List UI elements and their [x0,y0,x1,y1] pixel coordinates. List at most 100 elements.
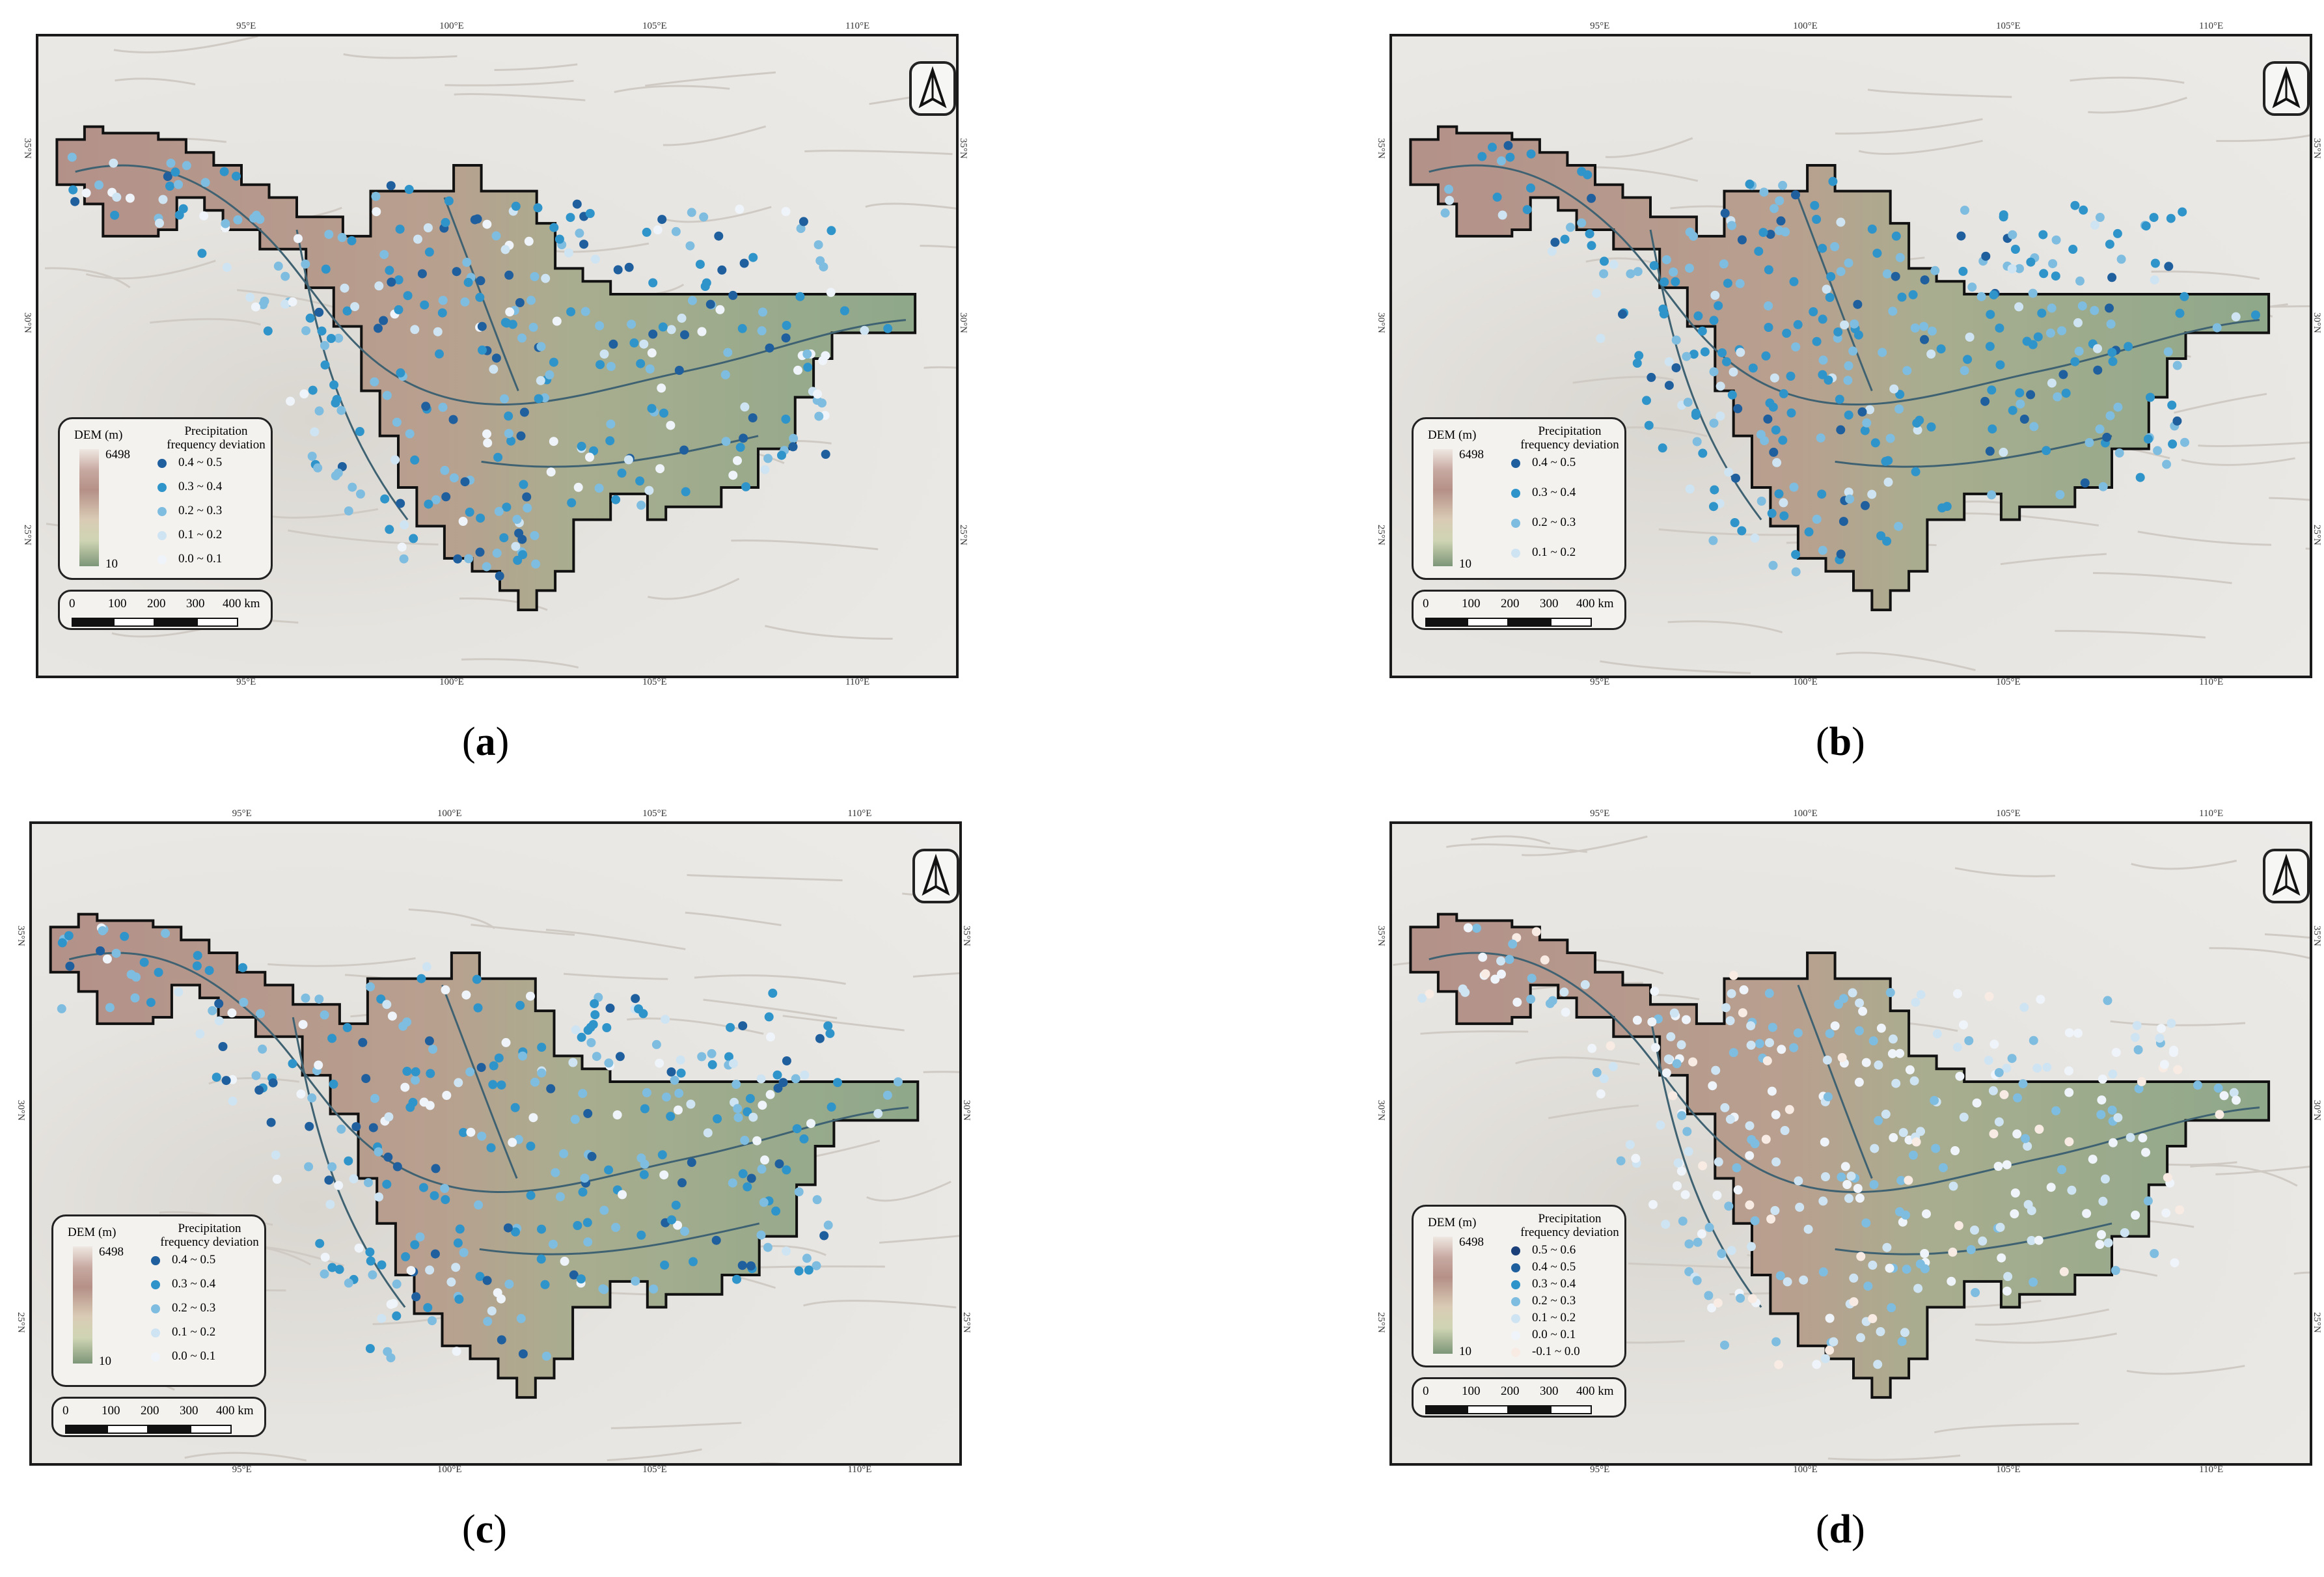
station-dot [320,1010,329,1020]
station-dot [2168,1048,2178,1057]
station-dot [1830,242,1840,251]
station-dot [707,1049,717,1058]
scale-label: 200 [147,597,166,610]
terrain-texture [648,577,740,600]
station-dot [743,1107,752,1117]
station-dot [389,1298,398,1308]
station-dot [1664,381,1674,391]
station-dot [482,429,491,439]
station-dot [2010,1209,2019,1218]
station-dot [1967,282,1977,292]
station-dot [477,322,487,331]
station-dot [1733,404,1743,413]
station-dot [526,1190,536,1200]
terrain-texture [267,957,416,967]
station-dot [2175,1205,2185,1214]
station-dot [1727,989,1736,998]
station-dot [1809,307,1818,316]
station-dot [1725,1114,1735,1124]
station-dot [1547,247,1557,256]
station-dot [2068,245,2078,254]
station-dot [307,1093,317,1103]
station-dot [635,476,645,486]
terrain-texture [2137,530,2272,546]
station-dot [305,1121,314,1131]
station-dot [777,450,786,460]
station-dot [1625,1140,1635,1149]
station-dot [1850,319,1859,329]
station-dot [335,1265,344,1274]
station-dot [102,954,112,964]
station-dot [1508,939,1518,949]
station-dot [1684,1239,1694,1249]
station-dot [2141,1147,2150,1157]
scale-label: 300 [1540,597,1559,610]
station-dot [2029,1035,2038,1045]
station-dot [449,473,459,483]
legend-swatch [1511,1330,1520,1340]
station-dot [757,326,767,336]
station-dot [1488,143,1497,152]
station-dot [1922,1209,1931,1219]
station-dot [1840,320,1850,330]
station-dot [873,1108,883,1118]
station-dot [1791,550,1801,559]
basin-boundary [1409,125,2271,612]
station-dot [2098,1196,2108,1206]
station-dot [689,1257,698,1267]
station-dot [1596,1089,1606,1099]
station-dot [454,1078,463,1088]
station-dot [475,547,485,557]
station-dot [1445,195,1455,205]
station-dot [1849,1297,1859,1307]
lon-tick-label: 110°E [2199,808,2224,819]
station-dot [403,291,413,301]
station-dot [1876,1327,1885,1336]
station-dot [1626,269,1635,279]
station-dot [1950,1146,1960,1155]
dem-legend-title: DEM (m) [68,1226,116,1239]
terrain-texture [1572,376,1674,384]
station-dot [438,402,448,412]
station-dot [640,1159,649,1169]
station-dot [737,1261,747,1270]
station-dot [1632,1015,1642,1025]
terrain-texture [1835,118,1983,135]
terrain-texture [694,974,846,985]
station-dot [1647,372,1656,382]
legend-item-label: 0.1 ~ 0.2 [1532,545,1576,559]
station-dot [594,484,604,493]
station-dot [782,321,791,330]
station-dot [1737,526,1747,536]
station-dot [1771,1157,1781,1167]
station-dot [2132,1021,2142,1030]
scale-label: 400 km [223,597,260,610]
station-dot [1900,1328,1909,1337]
terrain-texture [804,150,953,156]
station-dot [233,215,243,225]
scale-label: 400 km [216,1404,254,1418]
terrain-texture [2216,134,2310,143]
station-dot [1526,183,1535,193]
legend-item-label: 0.0 ~ 0.1 [178,552,223,566]
scale-label: 100 [102,1404,120,1418]
station-dot [1810,200,1820,210]
terrain-texture [563,972,668,980]
station-dot [1868,1314,1878,1323]
scale-bar: 0 100 200 300 400 km [58,590,273,630]
station-dot [1837,1053,1847,1062]
station-dot [1599,1074,1609,1084]
station-dot [582,1218,592,1227]
precip-legend-item: 0.2 ~ 0.3 [1511,1294,1576,1308]
precip-legend-item: 0.1 ~ 0.2 [1511,545,1576,560]
lon-tick-label: 100°E [437,808,462,819]
station-dot [1678,1216,1688,1226]
station-dot [1767,508,1777,518]
station-dot [2032,1063,2042,1073]
station-dot [1959,1112,1969,1122]
station-dot [1821,1172,1830,1181]
station-dot [1894,521,1904,531]
station-dot [658,322,668,332]
station-dot [2150,275,2159,285]
station-dot [451,1263,461,1272]
